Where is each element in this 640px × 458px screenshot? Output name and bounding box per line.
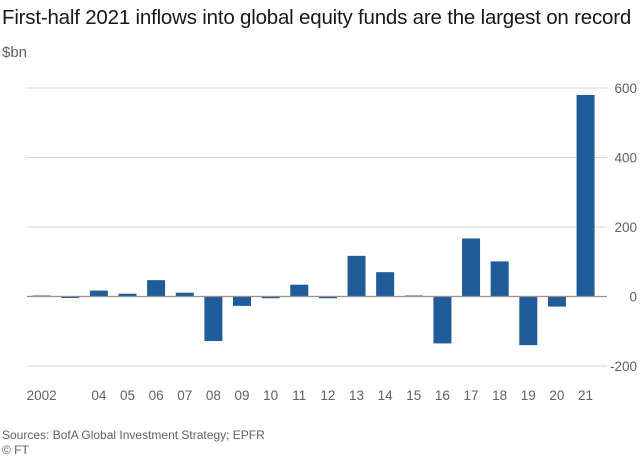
x-tick-label: 11 bbox=[292, 388, 306, 403]
bar-chart: -200 0 200 400 600 2002 04 05 06 07 08 09 10 11 12 13 1… bbox=[27, 81, 637, 403]
chart-title: First-half 2021 inflows into global equi… bbox=[2, 6, 632, 29]
bar-04 bbox=[89, 290, 108, 297]
y-tick-label: 400 bbox=[614, 151, 637, 166]
x-tick-label: 19 bbox=[521, 388, 536, 403]
x-tick-label: 07 bbox=[177, 388, 192, 403]
bar-11 bbox=[290, 284, 309, 297]
bar-21 bbox=[576, 94, 595, 297]
y-tick-label: 200 bbox=[614, 220, 637, 235]
x-tick-label: 13 bbox=[349, 388, 364, 403]
x-tick-labels: 2002 04 05 06 07 08 09 10 11 12 13 14 15 16 17 18 19 20 21 bbox=[27, 388, 594, 403]
x-tick-label: 05 bbox=[120, 388, 135, 403]
y-tick-label: -200 bbox=[610, 359, 637, 374]
y-tick-labels: -200 0 200 400 600 bbox=[610, 81, 637, 374]
bar-19 bbox=[519, 296, 538, 346]
y-tick-label: 600 bbox=[614, 81, 637, 96]
bar-05 bbox=[118, 293, 137, 297]
gridlines bbox=[27, 87, 607, 367]
x-tick-label: 20 bbox=[549, 388, 564, 403]
y-tick-label: 0 bbox=[629, 290, 637, 305]
bars bbox=[32, 94, 595, 346]
credit-note: © FT bbox=[2, 443, 29, 457]
bar-17 bbox=[462, 238, 481, 297]
x-tick-label: 06 bbox=[149, 388, 164, 403]
bar-03 bbox=[61, 296, 80, 298]
x-tick-label: 10 bbox=[263, 388, 278, 403]
x-tick-label: 2002 bbox=[27, 388, 57, 403]
x-tick-label: 16 bbox=[435, 388, 450, 403]
bar-12 bbox=[318, 296, 337, 299]
x-tick-label: 09 bbox=[234, 388, 249, 403]
x-tick-label: 12 bbox=[320, 388, 335, 403]
bar-07 bbox=[175, 292, 194, 297]
x-tick-label: 17 bbox=[464, 388, 479, 403]
bar-06 bbox=[147, 280, 166, 297]
bar-16 bbox=[433, 296, 452, 344]
y-axis-unit-label: $bn bbox=[2, 44, 28, 61]
x-tick-label: 08 bbox=[206, 388, 221, 403]
x-tick-label: 04 bbox=[91, 388, 107, 403]
source-note: Sources: BofA Global Investment Strategy… bbox=[2, 428, 265, 442]
x-tick-label: 14 bbox=[378, 388, 394, 403]
bar-10 bbox=[261, 296, 280, 299]
x-tick-label: 15 bbox=[406, 388, 421, 403]
bar-18 bbox=[490, 261, 509, 297]
bar-14 bbox=[376, 272, 395, 297]
bar-08 bbox=[204, 296, 223, 341]
bar-09 bbox=[233, 296, 252, 306]
x-tick-label: 18 bbox=[492, 388, 507, 403]
bar-20 bbox=[547, 296, 566, 307]
x-tick-label: 21 bbox=[578, 388, 593, 403]
bar-13 bbox=[347, 255, 366, 297]
